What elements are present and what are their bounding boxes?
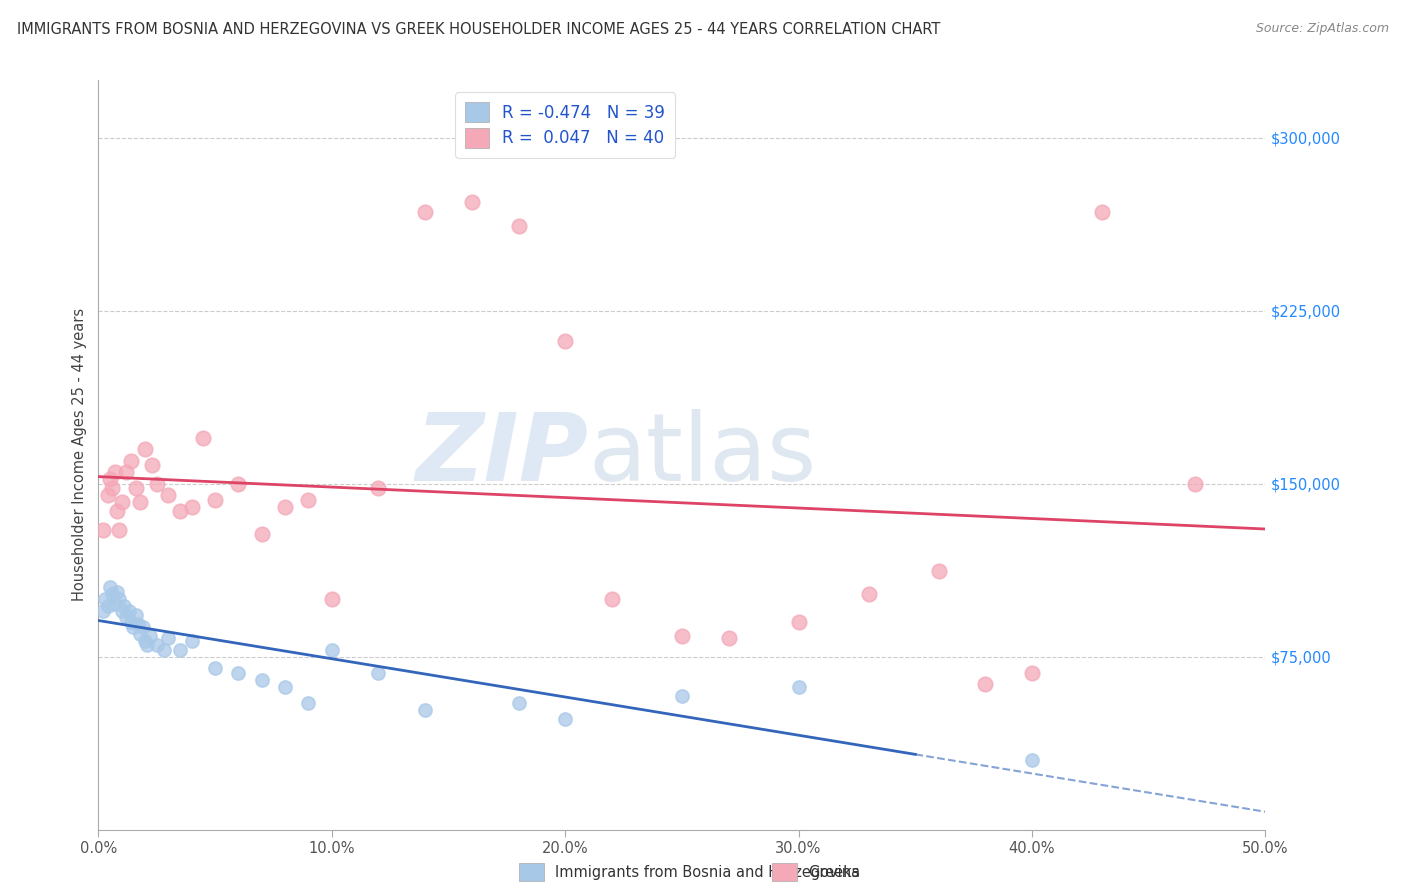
Point [928, 565, 950, 579]
Point [120, 453, 142, 467]
Point [136, 638, 159, 652]
Point [118, 603, 141, 617]
Point [127, 617, 149, 632]
Point [146, 476, 169, 491]
Point [115, 465, 138, 479]
Point [671, 689, 693, 703]
Point [104, 465, 127, 479]
Point [204, 492, 226, 507]
Point [554, 712, 576, 726]
Legend: R = -0.474   N = 39, R =  0.047   N = 40: R = -0.474 N = 39, R = 0.047 N = 40 [456, 93, 675, 158]
Point [508, 219, 530, 233]
Point [367, 481, 389, 495]
Point [146, 638, 169, 652]
Text: Source: ZipAtlas.com: Source: ZipAtlas.com [1256, 22, 1389, 36]
Point [111, 603, 134, 617]
Point [97, 488, 120, 502]
Point [91, 523, 114, 537]
Point [250, 527, 273, 541]
Text: Immigrants from Bosnia and Herzegovina: Immigrants from Bosnia and Herzegovina [555, 865, 860, 880]
Point [152, 642, 174, 657]
Point [297, 696, 319, 710]
Point [101, 587, 124, 601]
Text: Greeks: Greeks [808, 865, 860, 880]
Point [98, 472, 121, 486]
Point [1021, 753, 1043, 767]
Point [180, 500, 202, 514]
Text: atlas: atlas [589, 409, 817, 501]
Point [157, 488, 180, 502]
Point [367, 665, 389, 680]
Point [120, 615, 142, 629]
Point [108, 523, 131, 537]
Point [461, 195, 484, 210]
Point [974, 677, 997, 691]
Point [193, 431, 215, 445]
Point [157, 631, 180, 645]
Text: IMMIGRANTS FROM BOSNIA AND HERZEGOVINA VS GREEK HOUSEHOLDER INCOME AGES 25 - 44 : IMMIGRANTS FROM BOSNIA AND HERZEGOVINA V… [17, 22, 941, 37]
Point [717, 631, 740, 645]
Point [600, 592, 623, 607]
Point [169, 504, 191, 518]
Point [141, 458, 163, 473]
Point [94, 592, 117, 607]
Point [787, 615, 810, 629]
Point [1091, 204, 1114, 219]
Point [112, 599, 135, 613]
Point [297, 492, 319, 507]
Point [97, 599, 120, 613]
Point [115, 610, 138, 624]
Point [554, 334, 576, 348]
Point [125, 481, 148, 495]
Point [122, 620, 145, 634]
Point [1184, 476, 1206, 491]
Point [671, 629, 693, 643]
Point [134, 442, 156, 457]
Point [169, 642, 191, 657]
Point [413, 204, 436, 219]
Point [1021, 665, 1043, 680]
Point [105, 504, 128, 518]
Point [858, 587, 880, 601]
Point [787, 680, 810, 694]
Point [98, 581, 121, 595]
Point [104, 597, 127, 611]
Point [228, 665, 250, 680]
Point [108, 592, 131, 607]
Point [125, 608, 148, 623]
Text: ZIP: ZIP [416, 409, 589, 501]
Point [91, 603, 114, 617]
Point [228, 476, 250, 491]
Point [132, 620, 155, 634]
Point [139, 629, 162, 643]
Point [508, 696, 530, 710]
Point [134, 633, 156, 648]
Point [321, 592, 343, 607]
Point [321, 642, 343, 657]
Point [111, 495, 134, 509]
Point [250, 673, 273, 687]
Point [129, 626, 152, 640]
Point [129, 495, 152, 509]
Point [101, 481, 124, 495]
Point [204, 661, 226, 675]
Point [274, 680, 297, 694]
Point [274, 500, 297, 514]
Point [105, 585, 128, 599]
Point [413, 703, 436, 717]
Y-axis label: Householder Income Ages 25 - 44 years: Householder Income Ages 25 - 44 years [72, 309, 87, 601]
Point [180, 633, 202, 648]
